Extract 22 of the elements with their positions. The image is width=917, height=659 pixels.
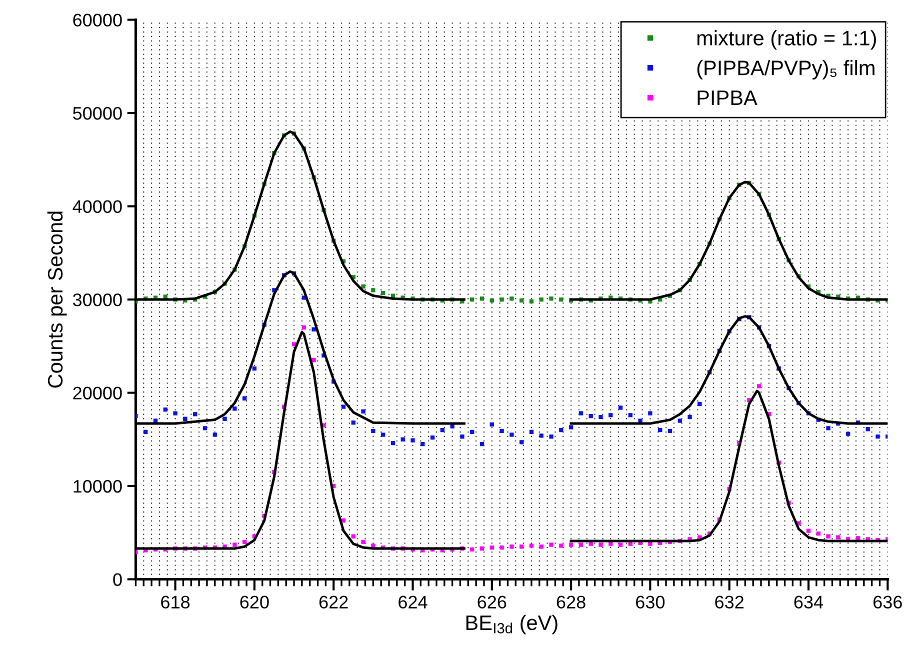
x-tick-label: 620 [240, 596, 269, 608]
x-tick-label: 626 [478, 596, 506, 608]
x-axis-title: BE$_{I3d}$ (eV) [466, 614, 558, 634]
y-tick-label: 0 [113, 573, 122, 586]
y-tick-label: 20000 [73, 386, 122, 400]
y-tick-label: 30000 [73, 293, 122, 306]
x-tick-label: 624 [398, 596, 428, 608]
x-tick-label: 628 [556, 596, 586, 608]
y-tick-label: 60000 [73, 14, 122, 26]
x-tick-label: 622 [319, 596, 348, 608]
legend-label: mixture (ratio = 1:1) [697, 30, 876, 50]
x-tick-label: 632 [715, 596, 744, 608]
y-tick-label: 10000 [74, 480, 122, 493]
legend-label: PIPBA [698, 90, 758, 105]
x-tick-label: 634 [794, 596, 824, 608]
legend-label: (PIPBA/PVPy)₅ film [697, 60, 874, 80]
y-tick-label: 40000 [72, 200, 122, 213]
x-tick-label: 636 [874, 596, 902, 608]
x-tick-label: 630 [636, 596, 665, 608]
x-tick-label: 618 [161, 596, 190, 608]
y-tick-label: 50000 [73, 106, 122, 120]
y-axis-title: Counts per Second [47, 212, 67, 388]
